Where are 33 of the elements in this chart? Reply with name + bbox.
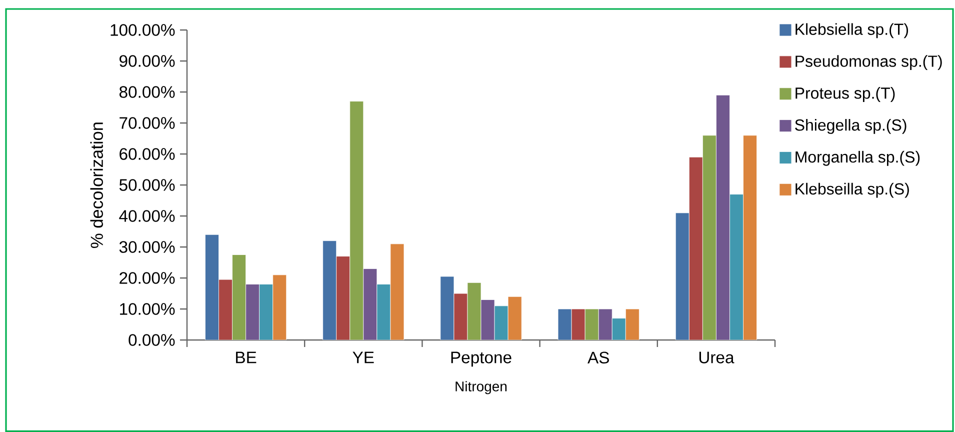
- x-tick-label: YE: [352, 352, 374, 364]
- y-tick-label: 20.00%: [120, 272, 175, 284]
- legend-label: Proteus sp.(T): [796, 87, 895, 102]
- y-tick-label: 10.00%: [120, 303, 175, 315]
- y-tick-label: 80.00%: [120, 86, 175, 98]
- x-tick-label: Urea: [699, 352, 734, 364]
- y-tick-label: 100.00%: [110, 24, 175, 36]
- y-tick-label: 40.00%: [119, 210, 175, 222]
- bar: [205, 234, 219, 340]
- legend-label: Shiegella sp.(S): [795, 118, 906, 134]
- legend-label: Klebsiella sp.(T): [796, 23, 908, 38]
- bar: [322, 240, 337, 340]
- x-tick-label: Peptone: [451, 352, 512, 367]
- bar: [716, 94, 730, 340]
- bar: [598, 308, 612, 340]
- bar: [440, 276, 454, 340]
- x-tick-label: BE: [236, 352, 256, 364]
- y-tick-label: 30.00%: [119, 241, 175, 253]
- legend-label: Klebseilla sp.(S): [796, 182, 909, 198]
- y-tick-label: 50.00%: [119, 179, 175, 191]
- bar: [480, 299, 495, 340]
- bar: [246, 284, 260, 340]
- y-tick-label: 0.00%: [128, 334, 175, 346]
- y-tick-label: 90.00%: [120, 55, 175, 67]
- bar: [363, 268, 378, 340]
- y-axis-title: % decolorization: [90, 122, 104, 248]
- legend-label: Morganella sp.(S): [796, 150, 920, 166]
- y-tick-label: 60.00%: [120, 148, 175, 160]
- y-tick-label: 70.00%: [120, 117, 175, 129]
- legend-label: Pseudomonas sp.(T): [796, 55, 942, 70]
- x-tick-label: AS: [588, 352, 609, 364]
- x-axis-title: Nitrogen: [456, 381, 507, 394]
- bar: [675, 212, 690, 340]
